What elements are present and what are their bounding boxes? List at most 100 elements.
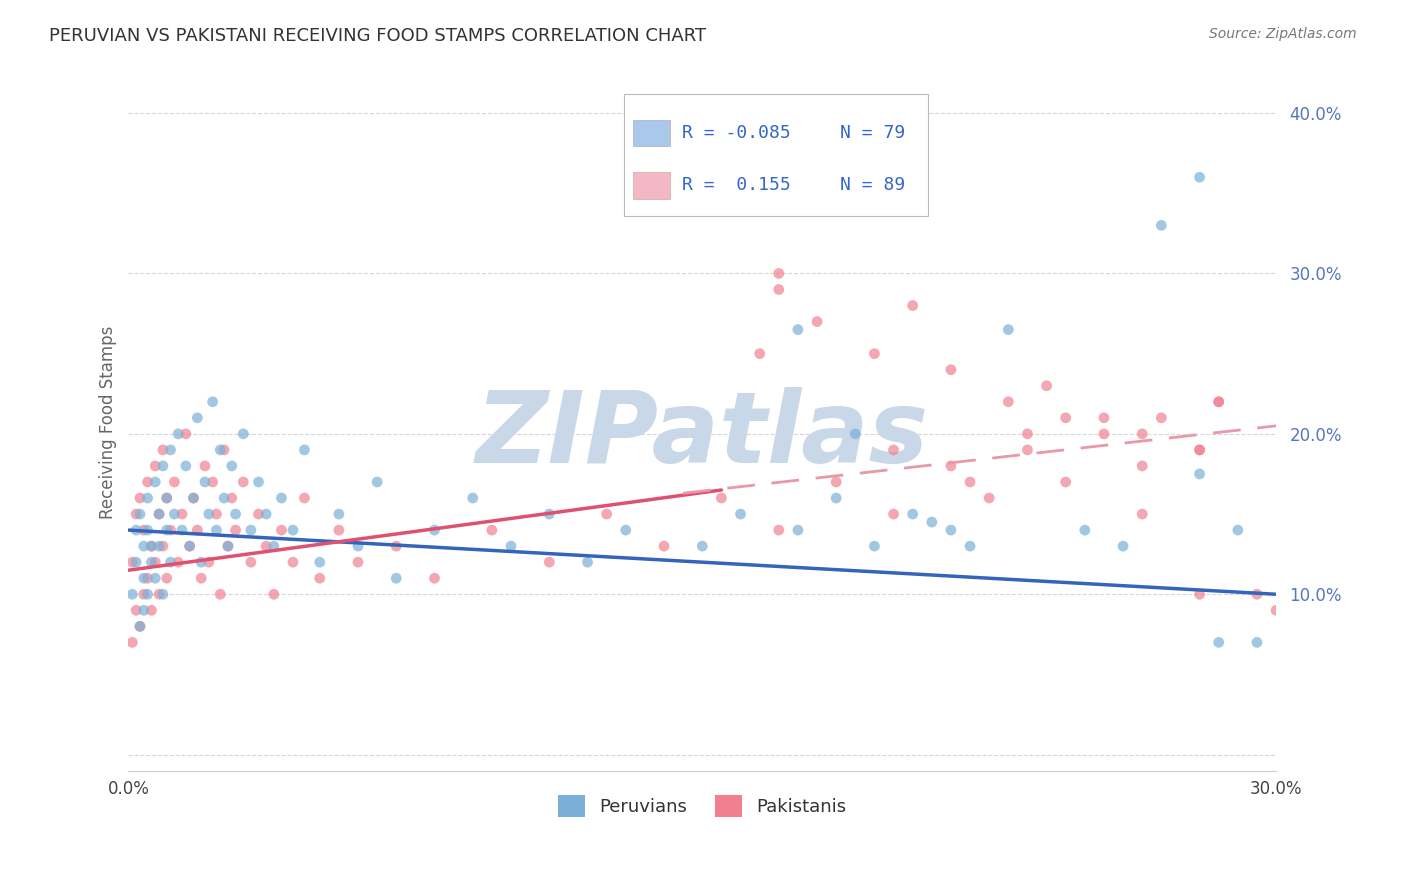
Point bbox=[294, 491, 316, 505]
Point bbox=[1150, 410, 1173, 425]
Point bbox=[863, 346, 886, 360]
Point bbox=[1188, 170, 1211, 185]
Point bbox=[217, 539, 239, 553]
Point bbox=[190, 571, 212, 585]
Point bbox=[1226, 523, 1249, 537]
Point bbox=[270, 523, 292, 537]
Point bbox=[170, 523, 193, 537]
Point bbox=[1246, 635, 1268, 649]
Point bbox=[156, 491, 179, 505]
Point bbox=[1017, 426, 1039, 441]
Point bbox=[270, 491, 292, 505]
Point bbox=[1130, 426, 1153, 441]
Point bbox=[1265, 603, 1288, 617]
Point bbox=[186, 523, 208, 537]
Point bbox=[167, 426, 190, 441]
Point bbox=[239, 555, 262, 569]
Point bbox=[997, 394, 1019, 409]
Point bbox=[156, 571, 179, 585]
Point bbox=[143, 475, 166, 489]
Point bbox=[787, 523, 810, 537]
Point bbox=[217, 539, 239, 553]
Point bbox=[423, 523, 446, 537]
Point bbox=[825, 475, 848, 489]
Point bbox=[136, 491, 159, 505]
Point bbox=[190, 555, 212, 569]
Point bbox=[883, 507, 905, 521]
Point bbox=[170, 507, 193, 521]
Point bbox=[125, 523, 148, 537]
Point bbox=[132, 587, 155, 601]
Point bbox=[263, 587, 285, 601]
Point bbox=[159, 523, 181, 537]
Point bbox=[787, 323, 810, 337]
Point bbox=[183, 491, 205, 505]
Point bbox=[690, 539, 713, 553]
Point bbox=[159, 555, 181, 569]
Text: Source: ZipAtlas.com: Source: ZipAtlas.com bbox=[1209, 27, 1357, 41]
Point bbox=[997, 323, 1019, 337]
Point bbox=[141, 539, 163, 553]
Point bbox=[385, 571, 408, 585]
Point bbox=[125, 555, 148, 569]
Point bbox=[225, 507, 247, 521]
Point bbox=[148, 507, 170, 521]
Point bbox=[179, 539, 201, 553]
Point bbox=[129, 619, 152, 633]
Point bbox=[186, 410, 208, 425]
Point bbox=[538, 555, 561, 569]
Point bbox=[901, 299, 924, 313]
Point bbox=[225, 523, 247, 537]
Point bbox=[141, 555, 163, 569]
Y-axis label: Receiving Food Stamps: Receiving Food Stamps bbox=[100, 326, 117, 518]
Point bbox=[538, 507, 561, 521]
Point bbox=[614, 523, 637, 537]
Point bbox=[209, 442, 232, 457]
Point bbox=[198, 507, 221, 521]
Point bbox=[129, 491, 152, 505]
Point bbox=[163, 507, 186, 521]
Point bbox=[328, 507, 350, 521]
Point bbox=[1130, 458, 1153, 473]
Point bbox=[1208, 635, 1230, 649]
Text: N = 79: N = 79 bbox=[839, 124, 905, 142]
Text: PERUVIAN VS PAKISTANI RECEIVING FOOD STAMPS CORRELATION CHART: PERUVIAN VS PAKISTANI RECEIVING FOOD STA… bbox=[49, 27, 706, 45]
Point bbox=[152, 587, 174, 601]
Point bbox=[159, 442, 181, 457]
Point bbox=[347, 539, 370, 553]
Point bbox=[125, 507, 148, 521]
Point bbox=[1130, 507, 1153, 521]
Point bbox=[901, 507, 924, 521]
Point bbox=[1092, 410, 1115, 425]
Point bbox=[1054, 410, 1077, 425]
Text: R =  0.155: R = 0.155 bbox=[682, 177, 790, 194]
Point bbox=[1035, 378, 1057, 392]
Point bbox=[212, 442, 235, 457]
Point bbox=[385, 539, 408, 553]
Point bbox=[1188, 442, 1211, 457]
Text: N = 89: N = 89 bbox=[839, 177, 905, 194]
Point bbox=[1017, 442, 1039, 457]
Point bbox=[132, 523, 155, 537]
Point bbox=[174, 458, 197, 473]
Point bbox=[1112, 539, 1135, 553]
Point bbox=[183, 491, 205, 505]
Point bbox=[143, 555, 166, 569]
FancyBboxPatch shape bbox=[624, 94, 928, 216]
Point bbox=[136, 523, 159, 537]
Point bbox=[201, 475, 224, 489]
Point bbox=[1208, 394, 1230, 409]
Point bbox=[1188, 587, 1211, 601]
Point bbox=[1150, 219, 1173, 233]
Point bbox=[254, 507, 277, 521]
Point bbox=[143, 458, 166, 473]
Point bbox=[308, 555, 330, 569]
Point bbox=[136, 475, 159, 489]
Point bbox=[576, 555, 599, 569]
Point bbox=[152, 539, 174, 553]
Point bbox=[710, 491, 733, 505]
Point bbox=[1188, 467, 1211, 481]
Point bbox=[921, 515, 943, 529]
Point bbox=[979, 491, 1001, 505]
Point bbox=[232, 475, 254, 489]
